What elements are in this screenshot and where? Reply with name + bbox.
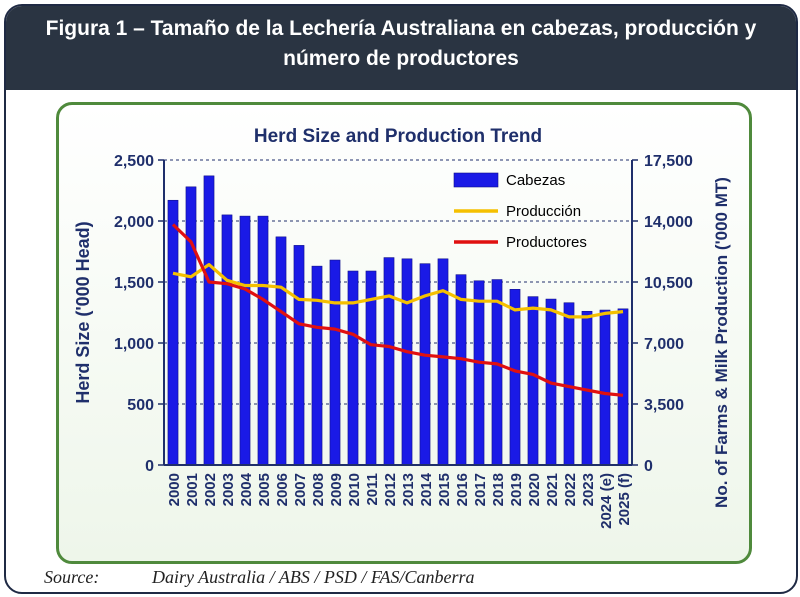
x-tick-label: 2004 xyxy=(238,472,255,506)
x-tick-label: 2021 xyxy=(544,473,561,506)
bar-cabezas xyxy=(239,215,251,466)
figure-header: Figura 1 – Tamaño de la Lechería Austral… xyxy=(6,6,796,90)
y2-tick-label: 7,000 xyxy=(644,336,684,353)
source-text: Dairy Australia / ABS / PSD / FAS/Canber… xyxy=(152,567,475,587)
x-tick-label: 2020 xyxy=(526,473,543,506)
x-tick-label: 2015 xyxy=(436,473,453,506)
y2-tick-label: 3,500 xyxy=(644,397,684,414)
x-tick-label: 2018 xyxy=(490,473,507,506)
bar-cabezas xyxy=(221,214,233,466)
bar-cabezas xyxy=(329,259,341,466)
x-tick-label: 2023 xyxy=(580,473,597,506)
bar-cabezas xyxy=(257,215,269,466)
bar-cabezas xyxy=(563,302,575,466)
x-tick-label: 2024 (e) xyxy=(598,473,615,529)
x-tick-label: 2009 xyxy=(328,473,345,506)
y2-tick-label: 14,000 xyxy=(644,214,693,231)
x-tick-label: 2007 xyxy=(292,473,309,506)
x-tick-label: 2002 xyxy=(202,473,219,506)
x-tick-label: 2019 xyxy=(508,473,525,506)
figure-title-line-2: número de productores xyxy=(283,47,519,70)
bar-cabezas xyxy=(491,279,503,466)
bar-cabezas xyxy=(275,236,287,466)
line-productores xyxy=(171,223,624,397)
figure-frame: Figura 1 – Tamaño de la Lechería Austral… xyxy=(4,4,798,594)
bar-cabezas xyxy=(167,199,179,466)
legend-label: Productores xyxy=(506,234,587,251)
x-tick-label: 2005 xyxy=(256,473,273,506)
figure-title: Figura 1 – Tamaño de la Lechería Austral… xyxy=(26,14,776,74)
chart-title: Herd Size and Production Trend xyxy=(254,126,542,147)
bar-cabezas xyxy=(527,296,539,466)
source-note: Source: Dairy Australia / ABS / PSD / FAS… xyxy=(44,567,475,588)
chart-panel: Herd Size and Production Trend 0 0 500 3,500… xyxy=(56,102,752,564)
x-tick-label: 2008 xyxy=(310,473,327,506)
y-tick-label: 1,500 xyxy=(114,275,154,292)
y2-tick-label: 17,500 xyxy=(644,153,693,170)
figure-title-line-1: Figura 1 – Tamaño de la Lechería Austral… xyxy=(45,17,757,40)
bar-cabezas xyxy=(293,245,305,466)
bar-cabezas xyxy=(599,309,611,466)
x-tick-label: 2006 xyxy=(274,473,291,506)
y-axis-title: Herd Size ('000 Head) xyxy=(73,221,93,403)
bar-cabezas xyxy=(617,308,629,466)
line-produccion xyxy=(172,263,624,319)
source-label: Source: xyxy=(44,567,100,587)
legend-swatch-cabezas xyxy=(453,172,499,188)
x-tick-label: 2014 xyxy=(418,472,435,506)
x-tick-label: 2022 xyxy=(562,473,579,506)
y-tick-label: 2,500 xyxy=(114,153,154,170)
bar-cabezas xyxy=(311,265,323,466)
y2-tick-label: 0 xyxy=(644,458,653,475)
bar-cabezas xyxy=(383,257,395,466)
legend-label: Cabezas xyxy=(506,172,565,189)
y-tick-label: 1,000 xyxy=(114,336,154,353)
legend-label: Producción xyxy=(506,203,581,220)
y-tick-label: 0 xyxy=(145,458,154,475)
y-tick-label: 2,000 xyxy=(114,214,154,231)
y2-tick-label: 10,500 xyxy=(644,275,693,292)
bar-cabezas xyxy=(401,258,413,466)
x-tick-label: 2001 xyxy=(184,473,201,506)
x-tick-label: 2000 xyxy=(166,473,183,506)
bar-cabezas xyxy=(203,175,215,466)
bar-cabezas xyxy=(509,289,521,466)
bar-cabezas xyxy=(185,186,197,466)
x-tick-label: 2012 xyxy=(382,473,399,506)
y-tick-label: 500 xyxy=(127,397,154,414)
x-tick-label: 2025 (f) xyxy=(616,473,633,526)
x-tick-label: 2003 xyxy=(220,473,237,506)
bar-cabezas xyxy=(455,274,467,466)
x-tick-label: 2013 xyxy=(400,473,417,506)
herd-production-chart: Herd Size and Production Trend 0 0 500 3,500… xyxy=(73,126,731,529)
bar-cabezas xyxy=(473,280,485,466)
x-tick-label: 2016 xyxy=(454,473,471,506)
y2-axis-title: No. of Farms & Milk Production ('000 MT) xyxy=(712,177,731,508)
x-tick-label: 2010 xyxy=(346,473,363,506)
x-tick-label: 2011 xyxy=(364,473,381,506)
x-tick-label: 2017 xyxy=(472,473,489,506)
bar-cabezas xyxy=(347,270,359,466)
